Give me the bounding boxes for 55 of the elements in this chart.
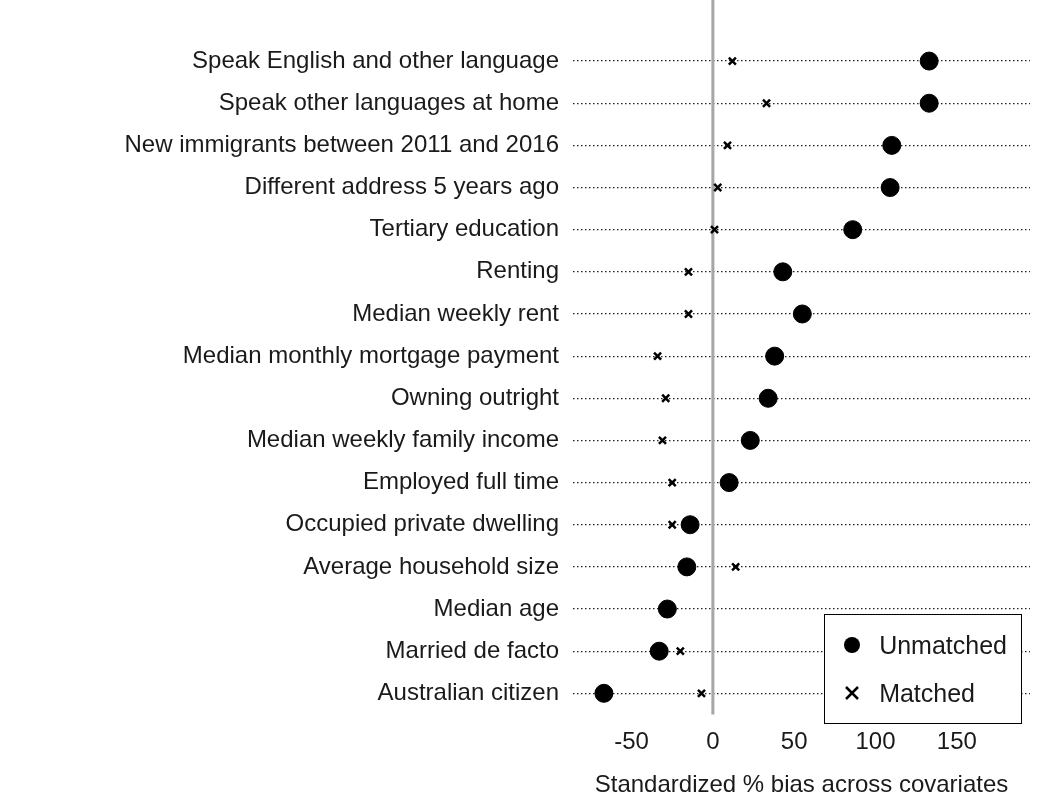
y-tick-label: Occupied private dwelling xyxy=(285,509,559,537)
point xyxy=(919,51,939,71)
point xyxy=(675,646,686,656)
point xyxy=(657,599,677,619)
y-tick-label: Renting xyxy=(476,256,559,284)
point xyxy=(882,135,902,155)
x-tick-label: -50 xyxy=(614,727,649,755)
y-tick-label: Speak English and other language xyxy=(192,45,559,73)
y-tick-label: Tertiary education xyxy=(369,214,559,242)
y-tick-label: Different address 5 years ago xyxy=(244,172,559,200)
point xyxy=(765,346,785,366)
point xyxy=(667,477,677,488)
point xyxy=(792,304,812,324)
legend-label: Matched xyxy=(879,678,976,708)
point xyxy=(683,267,694,277)
x-tick-label: 0 xyxy=(706,727,720,755)
y-tick-label: Owning outright xyxy=(390,382,560,410)
y-tick-label: Median weekly family income xyxy=(246,425,559,453)
y-tick-label: Average household size xyxy=(303,551,559,579)
point xyxy=(680,515,700,535)
legend-label: Unmatched xyxy=(879,630,1007,660)
x-axis-title: Standardized % bias across covariates xyxy=(594,770,1009,798)
point xyxy=(719,473,739,493)
y-tick-label: Median weekly rent xyxy=(352,298,560,326)
point xyxy=(667,519,677,530)
point xyxy=(843,220,863,240)
point xyxy=(758,388,778,408)
x-tick-label: 50 xyxy=(780,727,808,755)
y-tick-label: Employed full time xyxy=(362,467,559,495)
x-tick-label: 150 xyxy=(936,727,977,755)
point xyxy=(773,262,793,282)
y-tick-label: Speak other languages at home xyxy=(218,87,559,115)
y-tick-label: Median monthly mortgage payment xyxy=(182,340,560,368)
point xyxy=(880,178,900,198)
point xyxy=(652,351,663,361)
point xyxy=(740,430,760,450)
y-tick-label: Australian citizen xyxy=(377,677,559,705)
y-tick-label: Married de facto xyxy=(385,635,559,663)
point xyxy=(712,182,723,193)
point xyxy=(761,98,772,109)
point xyxy=(696,688,707,699)
point xyxy=(657,435,668,446)
point xyxy=(727,56,738,66)
point xyxy=(683,309,694,319)
y-tick-label: Median age xyxy=(433,593,559,621)
point xyxy=(722,140,733,151)
point xyxy=(660,393,671,404)
point xyxy=(730,562,741,572)
x-tick-label: 100 xyxy=(855,727,896,755)
point xyxy=(677,557,697,577)
point xyxy=(594,683,614,703)
point xyxy=(709,224,720,235)
point xyxy=(649,641,669,661)
y-tick-label: New immigrants between 2011 and 2016 xyxy=(124,130,559,157)
point xyxy=(919,93,939,113)
